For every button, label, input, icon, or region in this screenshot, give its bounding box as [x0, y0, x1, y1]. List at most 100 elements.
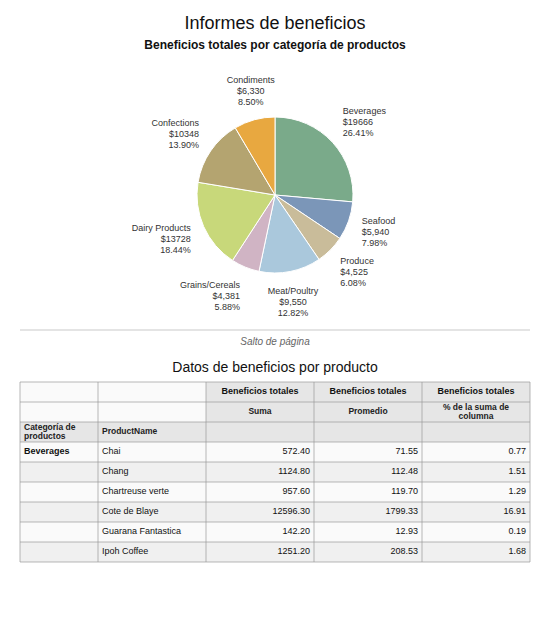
cell-value: 142.20 — [282, 526, 310, 536]
slice-category: Beverages — [343, 106, 387, 116]
cell-value: 1.68 — [508, 546, 526, 556]
table-grid — [20, 382, 530, 562]
table-rule — [20, 382, 21, 562]
column-header: Promedio — [348, 406, 387, 416]
cell-value: 0.77 — [508, 446, 526, 456]
table-rule — [20, 402, 530, 403]
value-cell — [206, 462, 314, 482]
slice-percentage: 26.41% — [343, 128, 374, 138]
product-name: Chartreuse verte — [102, 486, 169, 496]
slice-value: $4,525 — [340, 267, 368, 277]
column-header: % de la suma decolumna — [443, 402, 509, 421]
value-cell — [422, 482, 530, 502]
table-row — [20, 442, 530, 462]
slice-category: Condiments — [227, 75, 276, 85]
slice-percentage: 5.88% — [214, 302, 240, 312]
column-header: Suma — [248, 406, 271, 416]
data-table: Datos de beneficios por producto Benefici… — [20, 359, 530, 562]
table-title: Datos de beneficios por producto — [172, 359, 378, 375]
table-row — [20, 522, 530, 542]
cell-value: 1.29 — [508, 486, 526, 496]
table-row — [20, 482, 530, 502]
cell-value: 119.70 — [391, 486, 418, 496]
table-background — [20, 382, 530, 562]
value-cell — [206, 522, 314, 542]
slice-percentage: 18.44% — [160, 245, 191, 255]
value-cell — [314, 542, 422, 562]
slice-value: $9,550 — [279, 297, 307, 307]
value-cell — [314, 522, 422, 542]
value-cell — [206, 542, 314, 562]
group-header: Beneficios totales — [437, 386, 514, 396]
table-row — [20, 502, 530, 522]
table-rule — [206, 382, 207, 562]
slice-label: Seafood$5,9407.98% — [362, 216, 396, 248]
value-cell — [422, 442, 530, 462]
slice-percentage: 7.98% — [362, 238, 388, 248]
slice-label: Produce$4,5256.08% — [340, 256, 374, 288]
chart-title: Informes de beneficios — [184, 13, 365, 33]
table-rule — [20, 382, 530, 383]
slice-percentage: 6.08% — [340, 278, 366, 288]
category-label: Beverages — [24, 446, 70, 456]
slice-percentage: 13.90% — [169, 140, 200, 150]
cell-value: 208.53 — [390, 546, 418, 556]
slice-value: $6,330 — [237, 86, 265, 96]
slice-labels: Beverages$1966626.41% Seafood$5,9407.98% P… — [132, 75, 395, 318]
row-header: ProductName — [102, 426, 158, 436]
table-rule — [20, 502, 530, 503]
group-header: Beneficios totales — [329, 386, 406, 396]
table-rule — [530, 382, 531, 562]
slice-category: Grains/Cereals — [180, 280, 241, 290]
table-rule — [314, 382, 315, 562]
product-name: Chai — [102, 446, 121, 456]
header-cell — [206, 382, 530, 402]
value-cell — [206, 442, 314, 462]
page-break-line — [20, 330, 530, 331]
table-rule — [422, 382, 423, 562]
cell-value: 0.19 — [508, 526, 526, 536]
chart-subtitle: Beneficios totales por categoría de prod… — [144, 38, 406, 52]
group-header: Beneficios totales — [221, 386, 298, 396]
cell-value: 16.91 — [503, 506, 526, 516]
table-row — [20, 542, 530, 562]
table-rule — [20, 562, 530, 563]
column-header-line: Promedio — [348, 406, 387, 416]
cell-value: 12596.30 — [272, 506, 310, 516]
page: Informes de beneficios Beneficios totales… — [0, 0, 550, 624]
table-rule — [20, 442, 530, 443]
pie-slice — [275, 117, 353, 202]
slice-value: $13728 — [161, 234, 191, 244]
slice-category: Meat/Poultry — [268, 286, 319, 296]
cell-value: 572.40 — [282, 446, 310, 456]
pie-slice — [197, 182, 275, 260]
slice-value: $5,940 — [362, 227, 390, 237]
annotation: Salto de página — [240, 336, 310, 347]
column-header-line: columna — [459, 411, 494, 421]
pie-slice — [235, 117, 275, 195]
cell-value: 1.51 — [508, 466, 526, 476]
product-name: Cote de Blaye — [102, 506, 159, 516]
table-row — [20, 462, 530, 482]
slice-percentage: 12.82% — [278, 308, 309, 318]
value-cell — [422, 462, 530, 482]
slices — [197, 117, 353, 273]
slice-value: $10348 — [169, 129, 199, 139]
cell-value: 71.55 — [395, 446, 418, 456]
slice-category: Confections — [152, 118, 200, 128]
slice-label: Condiments$6,3308.50% — [227, 75, 276, 107]
pie-chart: Informes de beneficios Beneficios totales… — [20, 13, 530, 347]
slice-label: Beverages$1966626.41% — [343, 106, 387, 138]
value-cell — [422, 522, 530, 542]
value-cell — [314, 462, 422, 482]
slice-category: Produce — [340, 256, 374, 266]
table-rule — [20, 522, 530, 523]
column-header-line: Suma — [248, 406, 271, 416]
slice-label: Dairy Products$1372818.44% — [132, 223, 192, 255]
slice-label: Grains/Cereals$4,3815.88% — [180, 280, 241, 312]
slice-label: Confections$1034813.90% — [152, 118, 200, 150]
value-cell — [314, 442, 422, 462]
row-header-line: productos — [24, 431, 66, 441]
cell-value: 112.48 — [391, 466, 418, 476]
product-name: Guarana Fantastica — [102, 526, 181, 536]
